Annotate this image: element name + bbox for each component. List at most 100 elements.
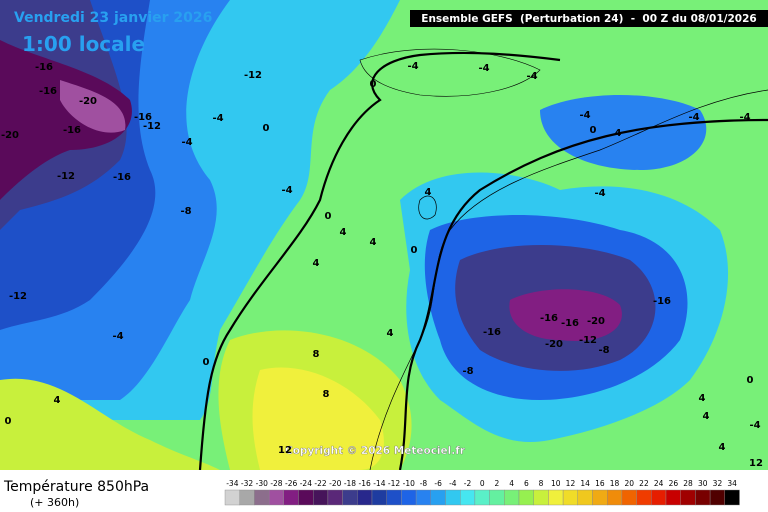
contour-label: -4 <box>112 331 123 342</box>
scale-swatch <box>371 489 387 506</box>
local-time: 1:00 locale <box>22 32 145 56</box>
scale-swatch <box>415 489 432 506</box>
scale-swatch <box>313 489 329 506</box>
contour-label: -4 <box>594 188 605 199</box>
contour-label: 4 <box>615 128 622 139</box>
date: Vendredi 23 janvier 2026 <box>14 10 212 26</box>
scale-swatch <box>724 489 740 506</box>
coastline <box>418 195 437 220</box>
scale-swatch <box>401 489 417 506</box>
scale-label: -18 <box>344 479 356 488</box>
contour-label: 0 <box>325 211 332 222</box>
copyright: Copyright © 2026 Meteociel.fr <box>285 445 466 457</box>
contour-label: -8 <box>598 345 609 356</box>
scale-label: -2 <box>464 479 472 488</box>
model-banner <box>410 10 768 27</box>
contour-label: -12 <box>143 121 161 132</box>
contour-label: -8 <box>180 206 191 217</box>
contour-label: -16 <box>540 313 558 324</box>
scale-label: -34 <box>226 479 238 488</box>
contour-label: 4 <box>370 237 377 248</box>
contour-label: 4 <box>703 411 710 422</box>
contour-label: -16 <box>113 172 131 183</box>
scale-swatch <box>665 489 681 506</box>
scale-label: 2 <box>495 479 500 488</box>
scale-swatch <box>709 489 725 506</box>
contour-label: 4 <box>340 227 347 238</box>
scale-swatch <box>489 489 505 506</box>
scale-label: 4 <box>509 479 514 488</box>
contour-label: 0 <box>590 125 597 136</box>
contour-label: 4 <box>313 258 320 269</box>
scale-label: -14 <box>373 479 385 488</box>
color-scale: -34 -32 -30 -28 -26 -24 -22 -20 -18 -16 -14 -12 -10-… <box>224 479 740 506</box>
scale-swatch <box>651 489 667 506</box>
scale-swatch <box>224 489 240 506</box>
scale-swatch <box>239 489 255 506</box>
scale-label: 6 <box>524 479 529 488</box>
scale-label: 14 <box>580 479 590 488</box>
contour-label: -12 <box>9 291 27 302</box>
contour-labels: -16-16-20-20 -16-16-12-12 -16-8-4-4-120-40… <box>1 61 763 469</box>
contour-label: -4 <box>181 137 192 148</box>
scale-swatch <box>621 489 637 506</box>
zero-isotherm <box>398 118 768 471</box>
contour-label: 0 <box>747 375 754 386</box>
map: Ensemble GEFS (Perturbation 24) - 00 Z d… <box>0 0 768 471</box>
scale-label: -12 <box>388 479 400 488</box>
contour-label: 8 <box>313 349 320 360</box>
scale-swatch <box>533 489 549 506</box>
scale-label: -26 <box>285 479 297 488</box>
scale-label: 34 <box>727 479 737 488</box>
cold-core <box>0 40 132 200</box>
scale-swatch <box>460 489 476 506</box>
contour-label: -20 <box>79 96 97 107</box>
scale-swatch <box>695 489 711 506</box>
contour-label: 8 <box>323 389 330 400</box>
cold-core <box>509 289 622 341</box>
contour-label: -16 <box>63 125 81 136</box>
scale-label: 18 <box>610 479 620 488</box>
scale-swatch <box>445 489 461 506</box>
scale-swatch <box>680 489 696 506</box>
contour-label: -16 <box>483 327 501 338</box>
contour-label: 0 <box>411 245 418 256</box>
cold-core <box>60 80 126 133</box>
scale-label: 22 <box>639 479 649 488</box>
contour-label: 0 <box>203 357 210 368</box>
model-info: Ensemble GEFS (Perturbation 24) - 00 Z d… <box>421 13 756 25</box>
scale-label: -30 <box>256 479 268 488</box>
scale-label: 20 <box>624 479 634 488</box>
scale-swatch <box>607 489 623 506</box>
scale-label: 16 <box>595 479 605 488</box>
scale-label: -6 <box>434 479 442 488</box>
contour-label: 0 <box>5 416 12 427</box>
coastline <box>359 48 541 97</box>
legend: Température 850hPa (+ 360h) -34 -32 -30 -28… <box>0 470 768 512</box>
scale-swatch <box>562 489 578 506</box>
scale-label: 24 <box>654 479 664 488</box>
contour-label: 4 <box>425 187 432 198</box>
scale-label: 28 <box>683 479 693 488</box>
scale-label: -10 <box>403 479 415 488</box>
contour-label: -4 <box>212 113 223 124</box>
contour-label: -20 <box>545 339 563 350</box>
scale-label: 0 <box>480 479 485 488</box>
scale-label: -16 <box>359 479 371 488</box>
contour-label: -16 <box>653 296 671 307</box>
scale-label: -22 <box>314 479 326 488</box>
scale-label: -4 <box>449 479 457 488</box>
contour-label: -4 <box>749 420 760 431</box>
contour-label: 12 <box>278 445 292 456</box>
scale-label: 26 <box>669 479 679 488</box>
legend-subtitle: (+ 360h) <box>30 496 79 509</box>
contour-label: -16 <box>561 318 579 329</box>
contour-label: -4 <box>526 71 537 82</box>
contour-label: -16 <box>39 86 57 97</box>
contour-label: -4 <box>478 63 489 74</box>
scale-label: 32 <box>713 479 723 488</box>
contour-label: 4 <box>54 395 61 406</box>
scale-swatch <box>342 489 358 506</box>
